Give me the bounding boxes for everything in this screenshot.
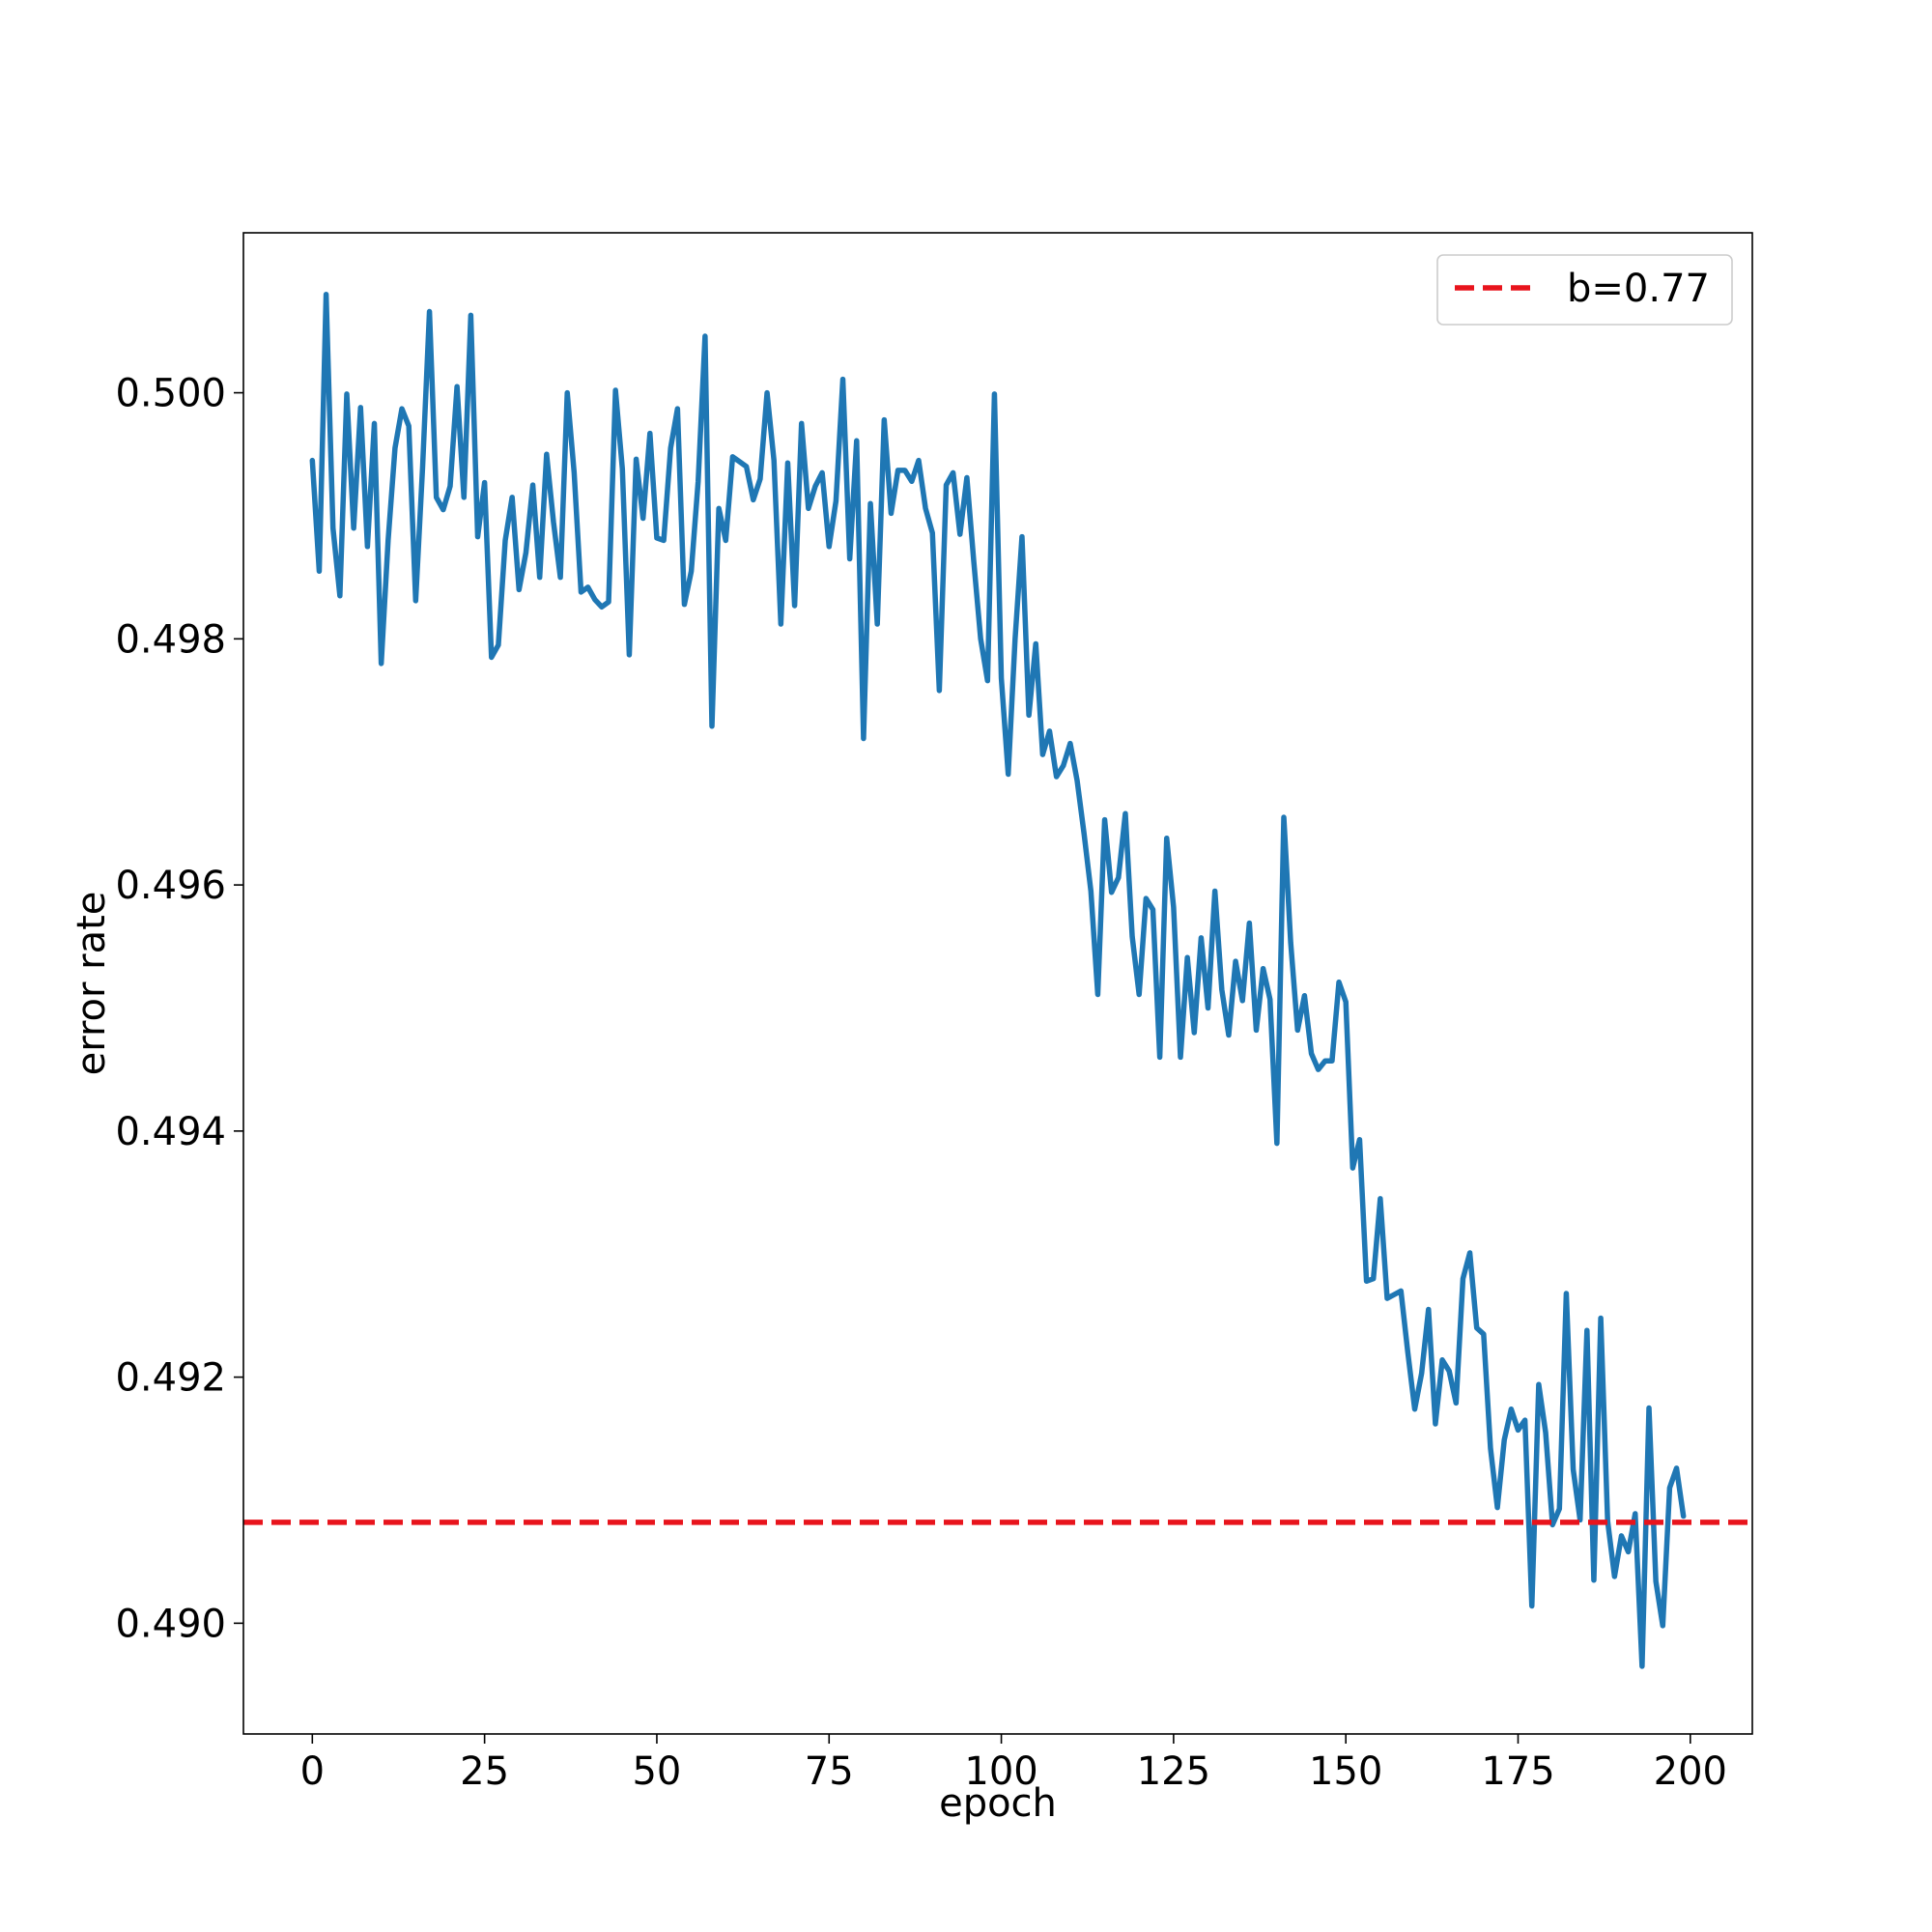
x-tick-label: 75 xyxy=(805,1749,854,1794)
x-tick-label: 150 xyxy=(1309,1749,1382,1794)
y-tick-label: 0.498 xyxy=(115,617,226,662)
y-tick-label: 0.500 xyxy=(115,372,226,416)
x-tick-label: 125 xyxy=(1137,1749,1210,1794)
y-tick-label: 0.492 xyxy=(115,1356,226,1401)
x-tick-label: 200 xyxy=(1654,1749,1727,1794)
series-layer xyxy=(243,291,1752,1669)
series-line-error-rate xyxy=(309,291,1687,1669)
legend-box xyxy=(1436,254,1733,326)
x-tick-label: 50 xyxy=(632,1749,681,1794)
y-tick-label: 0.490 xyxy=(115,1602,226,1646)
plot-frame xyxy=(242,232,1753,1735)
y-tick-label: 0.496 xyxy=(115,864,226,908)
x-tick-label: 0 xyxy=(300,1749,325,1794)
y-axis-ticks: 0.490 0.492 0.494 0.496 0.498 0.500 xyxy=(115,372,243,1646)
x-tick-label: 25 xyxy=(460,1749,509,1794)
y-axis-label: error rate xyxy=(70,892,114,1076)
x-axis-ticks: 0 25 50 75 100 125 150 175 200 xyxy=(300,1734,1727,1794)
legend: b=0.77 xyxy=(1436,254,1733,326)
x-tick-label: 100 xyxy=(964,1749,1037,1794)
x-tick-label: 175 xyxy=(1481,1749,1554,1794)
legend-label: b=0.77 xyxy=(1567,267,1710,311)
y-tick-label: 0.494 xyxy=(115,1110,226,1154)
x-axis-label: epoch xyxy=(939,1781,1057,1826)
